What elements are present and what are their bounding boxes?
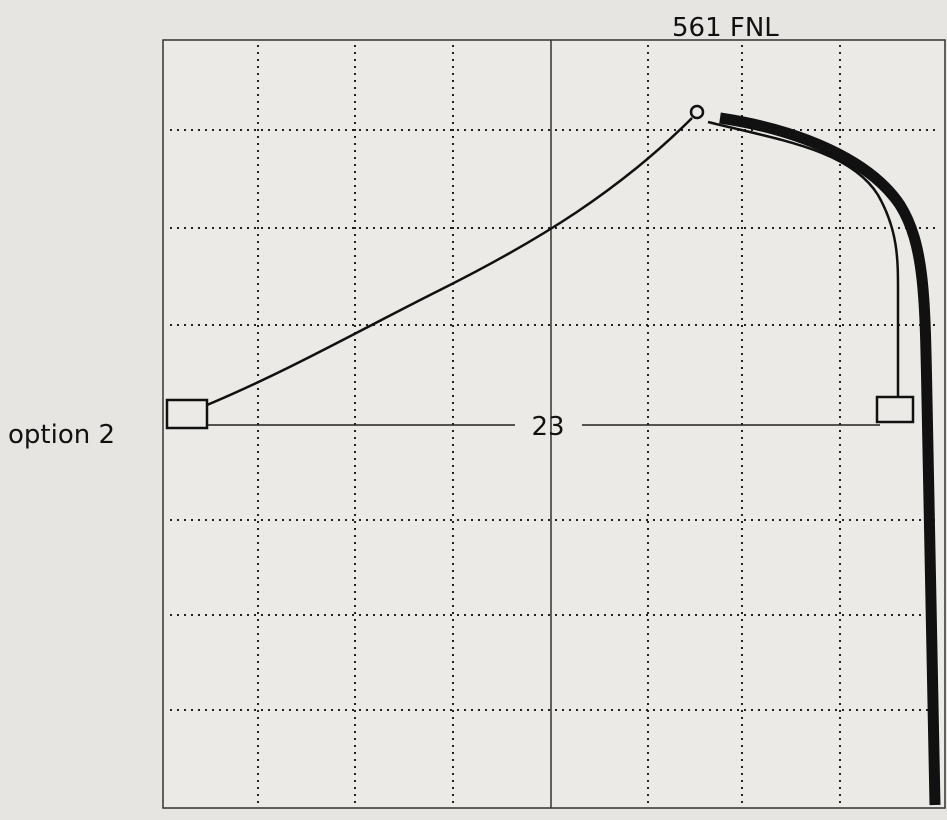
- dimension-label: 23: [531, 412, 564, 442]
- well-path-option: [206, 117, 693, 407]
- existing-well: [719, 112, 941, 806]
- well-path-thin: [707, 120, 900, 397]
- left-label: option 2: [8, 420, 115, 450]
- grid-frame: [162, 39, 946, 809]
- left-pad: [165, 398, 209, 430]
- top-label: 561 FNL: [672, 13, 779, 43]
- right-pad: [875, 395, 915, 424]
- surface-location: [689, 104, 705, 120]
